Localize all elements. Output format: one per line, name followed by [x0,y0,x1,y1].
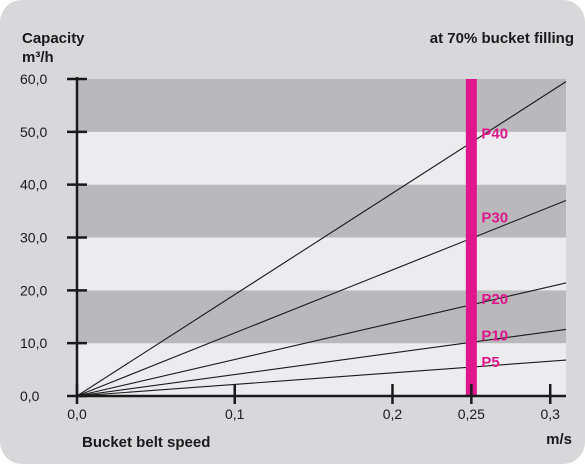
band-30-40 [77,184,566,238]
y-tick-label: 10,0 [20,335,47,351]
series-line-p5 [76,359,567,397]
band-40-50 [77,131,566,185]
series-label-p5: P5 [481,354,499,371]
x-tick-label: 0,3 [540,406,560,422]
y-tick-label: 50,0 [20,124,47,140]
y-tick-label: 30,0 [20,230,47,246]
series-label-p10: P10 [481,327,508,344]
x-tick-label: 0,25 [458,406,485,422]
x-tick-label: 0,0 [67,406,87,422]
series-line-p30 [76,200,567,397]
chart-subtitle: at 70% bucket filling [430,30,574,47]
band-20-30 [77,237,566,291]
x-axis-title: Bucket belt speed [82,434,210,451]
band-50-60 [77,79,566,132]
band-10-20 [77,290,566,344]
series-line-p40 [76,81,567,397]
y-tick-label: 40,0 [20,177,47,193]
x-tick-label: 0,1 [225,406,245,422]
y-tick-label: 20,0 [20,282,47,298]
y-axis-title: Capacity [22,30,85,47]
series-line-p20 [76,282,567,397]
x-tick-label: 0,2 [383,406,403,422]
series-line-p10 [76,328,567,397]
series-label-p30: P30 [481,209,508,226]
tick-labels: 0,0 10,0 20,0 30,0 40,0 50,0 60,0 0,0 0,1 0,2 0,25… [20,71,560,422]
series-labels: P40 P30 P20 P10 P5 [481,125,508,371]
background-bands [77,79,566,396]
series-label-p40: P40 [481,125,508,142]
y-axis-unit: m³/h [22,49,54,66]
series-label-p20: P20 [481,291,508,308]
y-tick-label: 60,0 [20,71,47,87]
band-0-10 [77,343,566,396]
series-lines [76,81,567,397]
y-tick-label: 0,0 [20,388,40,404]
marker-bar [465,79,477,396]
marker-line [465,79,477,396]
x-axis-unit: m/s [546,431,572,448]
